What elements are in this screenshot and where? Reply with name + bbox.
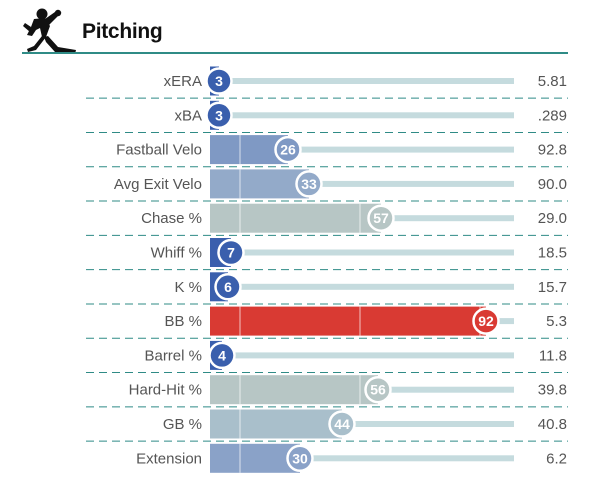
percentile-badge: [205, 101, 233, 130]
percentile-track: [210, 78, 514, 84]
percentile-bar: [210, 375, 378, 405]
percentile-track: [210, 421, 514, 427]
percentile-label: 3: [215, 107, 223, 123]
percentile-bar: [210, 169, 309, 199]
stat-value: 90.0: [538, 176, 567, 193]
percentile-badge: [208, 341, 236, 370]
stat-value: 5.81: [538, 73, 567, 90]
percentile-track: [210, 249, 514, 256]
percentile-badge: [364, 375, 392, 404]
section-header: Pitching: [22, 6, 568, 54]
stat-value: 11.8: [539, 347, 567, 364]
stat-label: BB %: [164, 313, 202, 330]
percentile-label: 26: [280, 142, 296, 158]
percentile-badge: [214, 273, 242, 301]
percentile-track: [210, 352, 514, 359]
pitcher-silhouette-icon: [23, 8, 76, 54]
percentile-badge: [205, 67, 233, 95]
percentile-bar: [210, 306, 486, 336]
header-divider: [22, 52, 568, 54]
stat-label: Hard-Hit %: [129, 382, 202, 399]
percentile-track: [210, 146, 514, 153]
percentile-label: 7: [227, 245, 235, 261]
stat-label: Barrel %: [144, 347, 202, 364]
percentile-label: 56: [370, 382, 386, 398]
percentile-track: [210, 455, 514, 462]
stat-label: Avg Exit Velo: [114, 176, 202, 193]
percentile-track: [210, 180, 514, 187]
stat-value: 5.3: [546, 313, 567, 330]
percentile-label: 57: [373, 210, 389, 226]
stat-label: Chase %: [141, 210, 202, 227]
percentile-track: [210, 112, 514, 119]
stat-value: .289: [538, 107, 567, 124]
percentile-badge: [286, 444, 314, 473]
percentile-track: [210, 283, 514, 290]
stat-value: 39.8: [538, 382, 567, 399]
percentile-label: 30: [292, 450, 308, 466]
percentile-badge: [328, 410, 356, 438]
percentile-label: 6: [224, 279, 232, 295]
stat-value: 6.2: [546, 450, 567, 467]
stat-label: Fastball Velo: [116, 142, 202, 159]
stat-value: 29.0: [538, 210, 567, 227]
percentile-badge: [367, 204, 395, 232]
percentile-badge: [217, 238, 245, 267]
stat-label: K %: [174, 279, 202, 296]
percentile-bar: [210, 203, 381, 233]
percentile-label: 44: [334, 416, 350, 432]
section-title: Pitching: [82, 20, 163, 43]
stat-value: 18.5: [538, 245, 567, 262]
percentile-label: 92: [478, 313, 494, 329]
percentile-bar: [210, 409, 342, 439]
percentile-bar: [210, 443, 300, 473]
stat-label: Extension: [136, 450, 202, 467]
percentile-badge: [295, 170, 323, 198]
stat-value: 92.8: [538, 142, 567, 159]
stat-value: 40.8: [538, 416, 567, 433]
stat-label: GB %: [163, 416, 202, 433]
stat-value: 15.7: [538, 279, 567, 296]
percentile-label: 4: [218, 347, 226, 363]
percentile-label: 3: [215, 73, 223, 89]
percentile-badge: [274, 135, 302, 164]
stat-label: xERA: [164, 73, 202, 90]
stat-label: Whiff %: [151, 245, 202, 262]
percentile-badge: [472, 307, 500, 335]
stat-label: xBA: [174, 107, 202, 124]
percentile-label: 33: [301, 176, 317, 192]
